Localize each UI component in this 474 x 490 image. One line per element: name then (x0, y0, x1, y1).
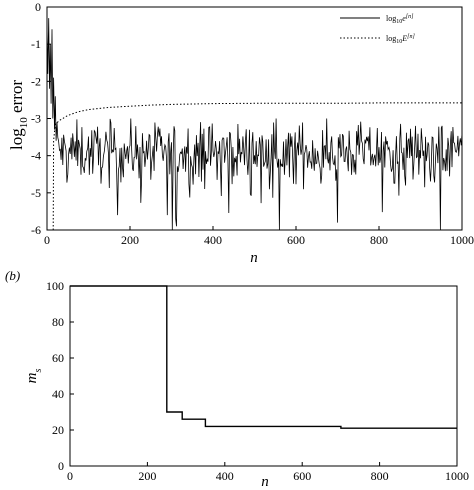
ms-plot-frame (69, 285, 458, 467)
ms-y-tick-label: 60 (52, 351, 64, 365)
ms-axis-ticks: 0 200 400 600 800 1000 0 20 40 60 80 100 (46, 279, 469, 483)
error-x-tick-label: 1000 (450, 233, 474, 247)
error-x-tick-label: 600 (287, 233, 305, 247)
error-y-tick-label: -3 (31, 112, 41, 126)
error-x-tick-label: 200 (121, 233, 139, 247)
error-y-tick-label: -6 (31, 223, 41, 237)
series-line-log10e (46, 18, 463, 231)
error-axis-ticks: 0 200 400 600 800 1000 -6 -5 -4 -3 -2 -1 0 (31, 0, 474, 247)
legend-label-e: log10e[n] (386, 14, 414, 25)
legend-label-E: log10E[n] (386, 34, 415, 45)
error-x-tick-label: 400 (204, 233, 222, 247)
error-plot-area (46, 18, 463, 231)
legend: log10e[n] log10E[n] (340, 14, 415, 45)
ms-y-tick-label: 40 (52, 387, 64, 401)
ms-plot-area (70, 285, 457, 429)
ms-x-tick-label: 400 (216, 469, 234, 483)
ms-y-tick-label: 20 (52, 423, 64, 437)
ms-y-axis-label: ms (24, 369, 44, 384)
ms-x-tick-label: 200 (138, 469, 156, 483)
ms-chart: (b) 0 200 400 600 800 1000 0 20 40 60 80 100 n ms (5, 268, 469, 490)
error-x-tick-label: 0 (44, 233, 50, 247)
ms-x-tick-label: 1000 (445, 469, 469, 483)
ms-x-tick-label: 600 (293, 469, 311, 483)
error-chart: 0 200 400 600 800 1000 -6 -5 -4 -3 -2 -1 0 log10e[n]… (7, 0, 474, 266)
ms-x-tick-label: 800 (371, 469, 389, 483)
series-line-log10E (52, 102, 462, 231)
panel-b-label: (b) (5, 268, 20, 283)
error-x-tick-label: 800 (370, 233, 388, 247)
ms-x-axis-label: n (261, 474, 269, 490)
series-step-ms (70, 285, 457, 429)
error-x-axis-label: n (250, 250, 258, 266)
error-y-tick-label: 0 (35, 0, 41, 14)
ms-y-tick-label: 100 (46, 279, 64, 293)
ms-y-tick-label: 80 (52, 315, 64, 329)
error-y-axis-label: log10 error (7, 80, 30, 150)
ms-y-tick-label: 0 (58, 459, 64, 473)
ms-x-tick-label: 0 (67, 469, 73, 483)
error-y-tick-label: -1 (31, 37, 41, 51)
error-y-tick-label: -4 (31, 149, 41, 163)
error-y-tick-label: -5 (31, 186, 41, 200)
error-y-tick-label: -2 (31, 74, 41, 88)
